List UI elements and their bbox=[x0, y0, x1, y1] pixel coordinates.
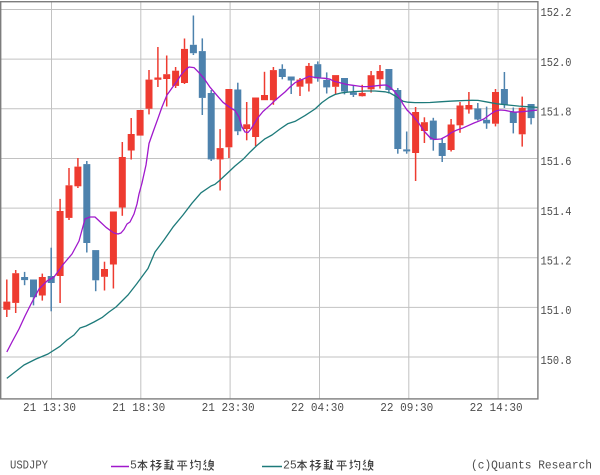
svg-text:USDJPY: USDJPY bbox=[10, 460, 48, 473]
svg-text:25: 25 bbox=[283, 460, 297, 473]
svg-text:21 13:30: 21 13:30 bbox=[23, 402, 76, 415]
svg-text:21 23:30: 21 23:30 bbox=[202, 402, 255, 415]
svg-text:21 18:30: 21 18:30 bbox=[112, 402, 165, 415]
svg-text:22 04:30: 22 04:30 bbox=[291, 402, 344, 415]
svg-text:152.0: 152.0 bbox=[541, 57, 572, 70]
svg-text:152.2: 152.2 bbox=[541, 7, 572, 20]
svg-text:151.4: 151.4 bbox=[541, 206, 572, 219]
svg-text:151.8: 151.8 bbox=[541, 107, 572, 120]
svg-text:151.2: 151.2 bbox=[541, 255, 572, 268]
svg-text:22 14:30: 22 14:30 bbox=[470, 402, 523, 415]
svg-text:151.6: 151.6 bbox=[541, 156, 572, 169]
svg-text:(c)Quants Research: (c)Quants Research bbox=[471, 460, 592, 473]
svg-text:5: 5 bbox=[130, 460, 137, 473]
svg-text:151.0: 151.0 bbox=[541, 305, 572, 318]
svg-text:22 09:30: 22 09:30 bbox=[380, 402, 433, 415]
svg-text:150.8: 150.8 bbox=[541, 355, 572, 368]
